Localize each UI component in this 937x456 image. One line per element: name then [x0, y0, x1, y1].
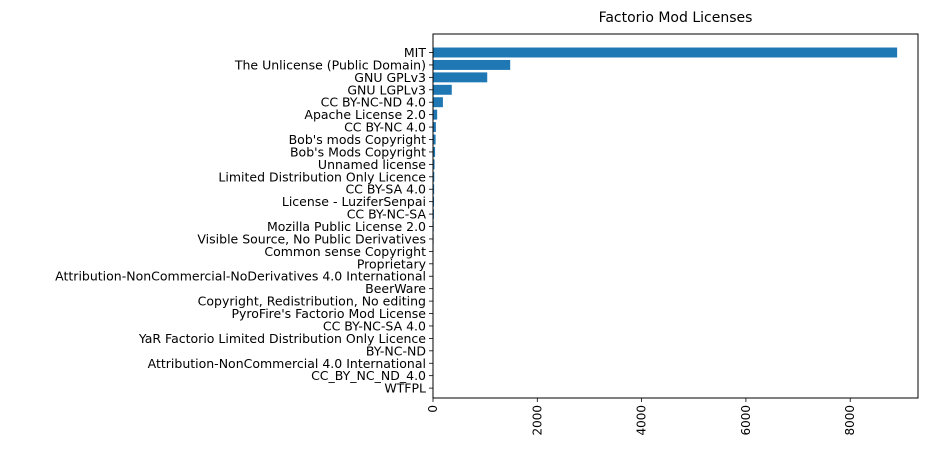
category-label-13: CC BY-NC-SA — [347, 207, 427, 222]
category-label-6: CC BY-NC 4.0 — [344, 120, 426, 135]
bar-11 — [433, 184, 435, 195]
category-label-12: License - LuziferSenpai — [282, 194, 426, 209]
bar-10 — [433, 171, 435, 182]
category-label-27: WTFPL — [384, 381, 426, 396]
category-label-4: CC BY-NC-ND 4.0 — [321, 95, 426, 110]
x-tick-label-0: 0 — [426, 405, 440, 413]
category-label-8: Bob's Mods Copyright — [290, 144, 426, 159]
x-tick-label-4: 8000 — [843, 405, 857, 436]
category-label-16: Common sense Copyright — [264, 244, 426, 259]
bar-3 — [433, 84, 452, 95]
bars-group — [433, 47, 898, 394]
bar-0 — [433, 47, 898, 58]
category-label-9: Unnamed license — [318, 157, 426, 172]
category-label-24: BY-NC-ND — [366, 343, 426, 358]
bar-4 — [433, 97, 443, 108]
category-label-15: Visible Source, No Public Derivatives — [197, 231, 426, 246]
x-tick-label-1: 2000 — [530, 405, 544, 436]
category-label-21: PyroFire's Factorio Mod License — [231, 306, 426, 321]
category-label-7: Bob's mods Copyright — [289, 132, 427, 147]
x-tick-label-2: 4000 — [635, 405, 649, 436]
bar-1 — [433, 59, 511, 70]
bar-12 — [433, 196, 435, 207]
category-label-26: CC_BY_NC_ND_4.0 — [311, 368, 426, 383]
bar-7 — [433, 134, 436, 145]
category-label-3: GNU LGPLv3 — [347, 82, 426, 97]
y-ticks-group — [429, 52, 433, 389]
category-label-1: The Unlicense (Public Domain) — [234, 57, 426, 72]
bar-2 — [433, 72, 488, 83]
category-label-22: CC BY-NC-SA 4.0 — [323, 318, 426, 333]
chart-title: Factorio Mod Licenses — [599, 10, 753, 26]
bar-9 — [433, 159, 435, 170]
category-label-2: GNU GPLv3 — [354, 70, 426, 85]
bar-6 — [433, 122, 436, 133]
category-label-17: Proprietary — [357, 256, 427, 271]
bar-5 — [433, 109, 438, 120]
category-label-5: Apache License 2.0 — [304, 107, 426, 122]
plot-frame — [432, 33, 919, 399]
x-tick-label-3: 6000 — [739, 405, 753, 436]
category-label-23: YaR Factorio Limited Distribution Only L… — [138, 331, 426, 346]
category-label-10: Limited Distribution Only Licence — [218, 169, 426, 184]
category-label-0: MIT — [404, 45, 426, 60]
category-label-11: CC BY-SA 4.0 — [345, 182, 426, 197]
x-ticks-group: 0 2000 4000 6000 8000 — [426, 398, 857, 436]
category-label-18: Attribution-NonCommercial-NoDerivatives … — [55, 269, 426, 284]
category-label-14: Mozilla Public License 2.0 — [267, 219, 426, 234]
category-label-19: BeerWare — [365, 281, 426, 296]
category-label-25: Attribution-NonCommercial 4.0 Internatio… — [148, 356, 426, 371]
category-label-20: Copyright, Redistribution, No editing — [198, 294, 426, 309]
bar-8 — [433, 146, 436, 157]
